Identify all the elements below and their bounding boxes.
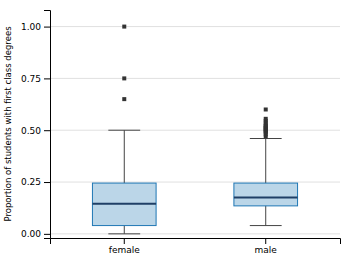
box bbox=[234, 183, 298, 206]
grid-line bbox=[50, 26, 340, 27]
x-tick: male bbox=[255, 238, 278, 255]
chart-container: 0.00 0.25 0.50 0.75 1.00 female male Proportion… bbox=[0, 0, 350, 262]
y-tick: 0.00 bbox=[21, 229, 50, 239]
y-tick-label: 0.50 bbox=[21, 126, 41, 136]
grid-line bbox=[50, 233, 340, 234]
y-tick: 0.50 bbox=[21, 126, 50, 136]
box-group bbox=[92, 25, 156, 234]
box bbox=[92, 183, 156, 225]
y-tick-mark bbox=[44, 27, 50, 28]
whisker-cap-high bbox=[108, 130, 140, 131]
grid-line bbox=[50, 78, 340, 79]
median bbox=[92, 203, 156, 205]
whisker-cap-low bbox=[250, 225, 282, 226]
grid bbox=[50, 27, 340, 234]
chart: 0.00 0.25 0.50 0.75 1.00 female male Proportion… bbox=[0, 0, 350, 262]
box-group bbox=[234, 107, 298, 225]
y-axis: 0.00 0.25 0.50 0.75 1.00 bbox=[21, 11, 51, 240]
y-tick-label: 0.00 bbox=[21, 229, 41, 239]
grid-line bbox=[50, 130, 340, 131]
y-tick-label: 0.75 bbox=[21, 74, 41, 84]
y-tick: 0.25 bbox=[21, 177, 50, 187]
outlier bbox=[122, 76, 126, 80]
y-tick: 0.75 bbox=[21, 74, 50, 84]
whisker-cap-low bbox=[108, 233, 140, 234]
y-axis-line bbox=[44, 11, 51, 239]
whisker-low bbox=[124, 226, 125, 234]
y-tick-mark bbox=[44, 234, 50, 235]
x-tick-mark bbox=[265, 238, 266, 244]
median bbox=[234, 197, 298, 199]
outlier bbox=[122, 97, 126, 101]
y-tick-mark bbox=[44, 78, 50, 79]
x-tick-label: male bbox=[255, 245, 278, 255]
plot: 0.00 0.25 0.50 0.75 1.00 female male Proportion… bbox=[3, 11, 341, 256]
whisker-high bbox=[124, 130, 125, 183]
grid-line bbox=[50, 182, 340, 183]
y-tick-label: 1.00 bbox=[21, 22, 41, 32]
whisker-high bbox=[265, 139, 266, 184]
y-tick-mark bbox=[44, 182, 50, 183]
x-tick: female bbox=[109, 238, 140, 255]
whisker-low bbox=[265, 206, 266, 226]
y-tick-label: 0.25 bbox=[21, 177, 41, 187]
outlier bbox=[122, 25, 126, 29]
x-tick-mark bbox=[124, 238, 125, 244]
y-tick-mark bbox=[44, 130, 50, 131]
outlier bbox=[264, 107, 268, 111]
y-tick: 1.00 bbox=[21, 22, 50, 32]
outlier bbox=[264, 117, 268, 121]
x-axis-line bbox=[51, 239, 341, 245]
x-tick-label: female bbox=[109, 245, 140, 255]
marks bbox=[92, 25, 297, 234]
y-axis-title: Proportion of students with first class … bbox=[3, 26, 13, 222]
x-axis: female male bbox=[51, 238, 341, 255]
